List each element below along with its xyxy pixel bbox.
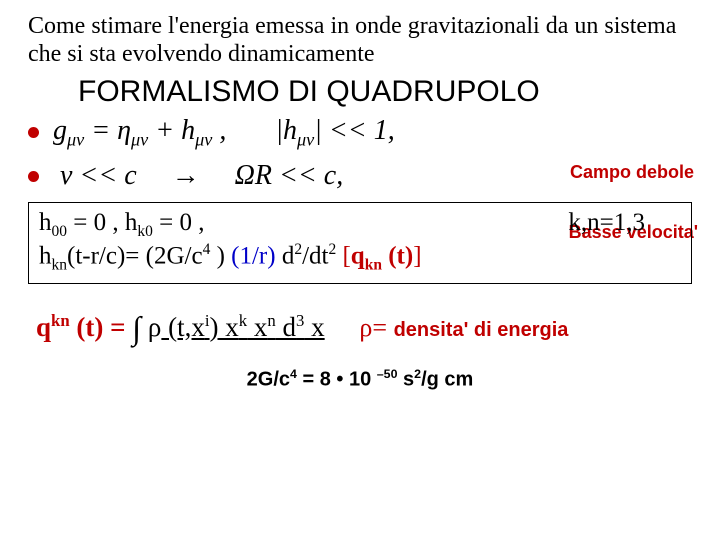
arg: (t-r/c)= (2G/c [67, 243, 203, 270]
unit: /g cm [421, 368, 473, 390]
rho: ρ [148, 312, 161, 342]
q2-sup: kn [51, 311, 70, 330]
xk: x [219, 312, 239, 342]
one-over-r: (1/r) [231, 243, 275, 270]
txi-open: (t,x [161, 312, 205, 342]
bullet-icon [28, 171, 39, 182]
h00-sub: 00 [52, 223, 68, 240]
hk0: h [125, 209, 138, 236]
kn-range: k,n=1,3 [568, 209, 645, 237]
equation-weak-field: gμν = ημν + hμν , |hμν| << 1, [28, 115, 692, 151]
d3: d [276, 312, 296, 342]
mid: = 8 • 10 [297, 368, 377, 390]
exp: –50 [377, 367, 398, 381]
post: s [397, 368, 414, 390]
h00: h [39, 209, 52, 236]
rho2: ρ [359, 313, 372, 342]
equation-slow-velocity-content: v << c → ΩR << c, [53, 160, 343, 192]
q: q [351, 243, 365, 270]
rho-density: ρ= densita' di energia [359, 313, 568, 342]
x: x [304, 312, 324, 342]
paren: ) [210, 243, 231, 270]
q-sub: kn [365, 257, 382, 274]
eq0b: = 0 , [153, 209, 205, 236]
intro-text: Come stimare l'energia emessa in onde gr… [28, 12, 692, 69]
integral-icon: ∫ [132, 311, 141, 348]
box-line-2: hkn(t-r/c)= (2G/c4 ) (1/r) d2/dt2 [qkn (… [39, 241, 681, 274]
xn-sup: n [267, 311, 275, 330]
hkn-sub: kn [52, 257, 68, 274]
eq0a: = 0 , [67, 209, 125, 236]
qkn-definition: qkn (t) = ∫ ρ (t,xi) xk xn d3 x ρ= densi… [36, 308, 692, 345]
deriv-dt: /dt [302, 243, 328, 270]
hkn: h [39, 243, 52, 270]
bracket-open: [ [336, 243, 351, 270]
rho-eq: = [372, 313, 393, 342]
qt: (t) [382, 243, 413, 270]
four: 4 [290, 367, 297, 381]
pre: 2G/c [247, 368, 290, 390]
bracket-close: ] [413, 243, 421, 270]
rho-desc: densita' di energia [394, 319, 569, 341]
q2: q [36, 312, 51, 342]
deriv-d: d [276, 243, 295, 270]
q2-t: (t) = [70, 312, 133, 342]
txi-close: ) [210, 312, 219, 342]
hk0-sub: k0 [137, 223, 153, 240]
quadrupole-box: h00 = 0 , hk0 = 0 , hkn(t-r/c)= (2G/c4 )… [28, 202, 692, 283]
section-heading: FORMALISMO DI QUADRUPOLO [78, 75, 692, 109]
sq2a: 2 [294, 241, 302, 258]
label-weak-field: Campo debole [570, 162, 694, 183]
xk-sup: k [239, 311, 247, 330]
equation-weak-field-content: gμν = ημν + hμν , |hμν| << 1, [53, 115, 395, 151]
bullet-icon [28, 127, 39, 138]
xn: x [247, 312, 267, 342]
constant-line: 2G/c4 = 8 • 10 –50 s2/g cm [28, 367, 692, 392]
